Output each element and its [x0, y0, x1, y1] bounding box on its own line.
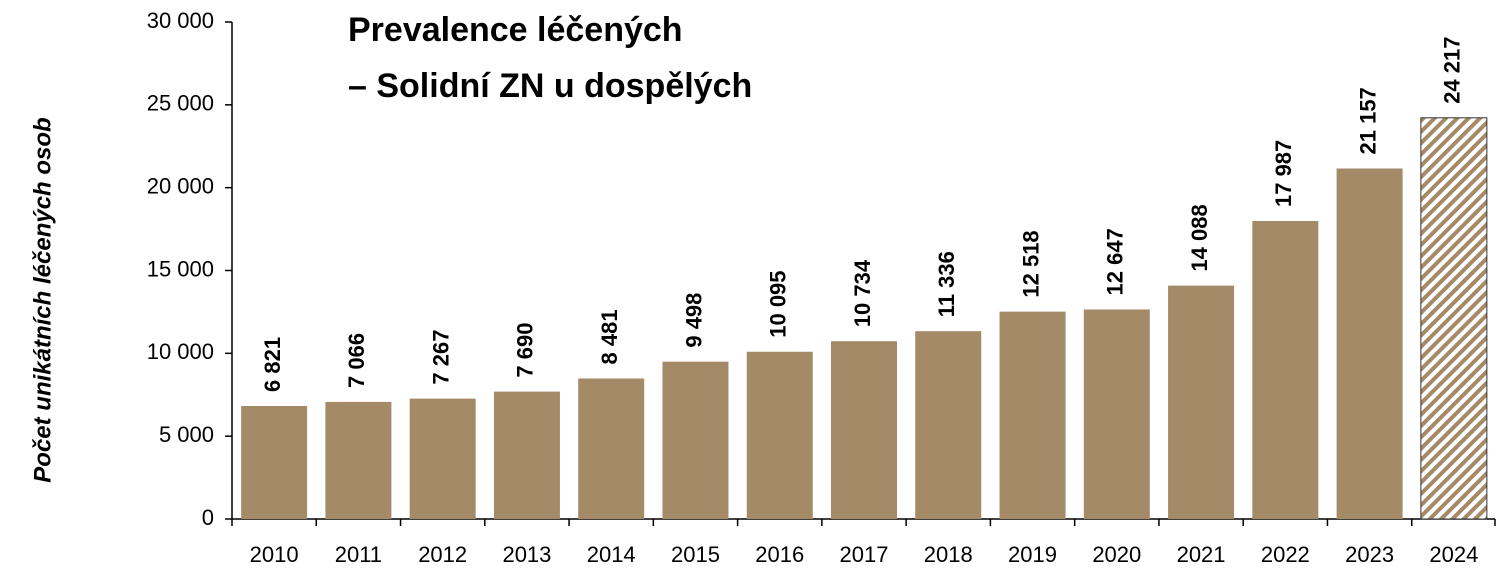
bar: [1252, 221, 1319, 519]
bar: [409, 398, 476, 519]
chart-title: – Solidní ZN u dospělých: [348, 67, 752, 105]
x-tick-label: 2024: [1429, 542, 1478, 567]
data-label: 17 987: [1271, 140, 1296, 207]
data-label: 10 734: [850, 259, 875, 327]
x-tick-label: 2018: [924, 542, 973, 567]
data-label: 9 498: [681, 293, 706, 348]
data-label: 24 217: [1440, 37, 1465, 104]
x-tick-label: 2013: [502, 542, 551, 567]
y-tick-label: 15 000: [147, 256, 214, 281]
x-tick-label: 2014: [587, 542, 636, 567]
bar: [493, 391, 560, 519]
bar: [241, 405, 308, 519]
bar: [999, 311, 1066, 519]
y-tick-label: 5 000: [159, 422, 214, 447]
data-label: 12 647: [1103, 228, 1128, 295]
bar: [915, 331, 982, 519]
data-label: 6 821: [260, 337, 285, 392]
y-axis-label: Počet unikátních léčených osob: [29, 117, 56, 482]
chart-title: Prevalence léčených: [348, 11, 683, 49]
y-tick-label: 0: [202, 505, 214, 530]
y-tick-label: 25 000: [147, 91, 214, 116]
x-tick-label: 2017: [840, 542, 889, 567]
x-tick-label: 2022: [1261, 542, 1310, 567]
data-label: 12 518: [1018, 230, 1043, 297]
y-tick-label: 10 000: [147, 339, 214, 364]
x-tick-label: 2015: [671, 542, 720, 567]
data-label: 14 088: [1187, 204, 1212, 271]
bar: [1168, 285, 1235, 519]
x-tick-label: 2019: [1008, 542, 1057, 567]
bar: [578, 378, 645, 519]
x-tick-label: 2016: [755, 542, 804, 567]
x-tick-label: 2011: [335, 542, 382, 567]
bar: [1083, 309, 1150, 519]
bar: [831, 341, 897, 519]
data-label: 21 157: [1355, 87, 1380, 154]
data-label: 7 267: [428, 330, 453, 385]
bar: [325, 401, 392, 519]
data-label: 10 095: [766, 270, 791, 337]
data-label: 7 066: [344, 333, 369, 388]
y-tick-label: 30 000: [147, 8, 214, 33]
data-label: 11 336: [934, 251, 959, 317]
x-tick-label: 2010: [250, 542, 299, 567]
bar: [746, 351, 813, 519]
x-tick-label: 2020: [1092, 542, 1141, 567]
y-tick-label: 20 000: [147, 173, 214, 198]
x-tick-label: 2021: [1177, 542, 1226, 567]
x-tick-label: 2012: [418, 542, 467, 567]
data-label: 8 481: [597, 309, 622, 364]
bar: [1336, 168, 1403, 520]
bar: [1420, 117, 1488, 520]
bar: [662, 361, 729, 519]
data-label: 7 690: [513, 323, 538, 378]
x-tick-label: 2023: [1345, 542, 1394, 567]
